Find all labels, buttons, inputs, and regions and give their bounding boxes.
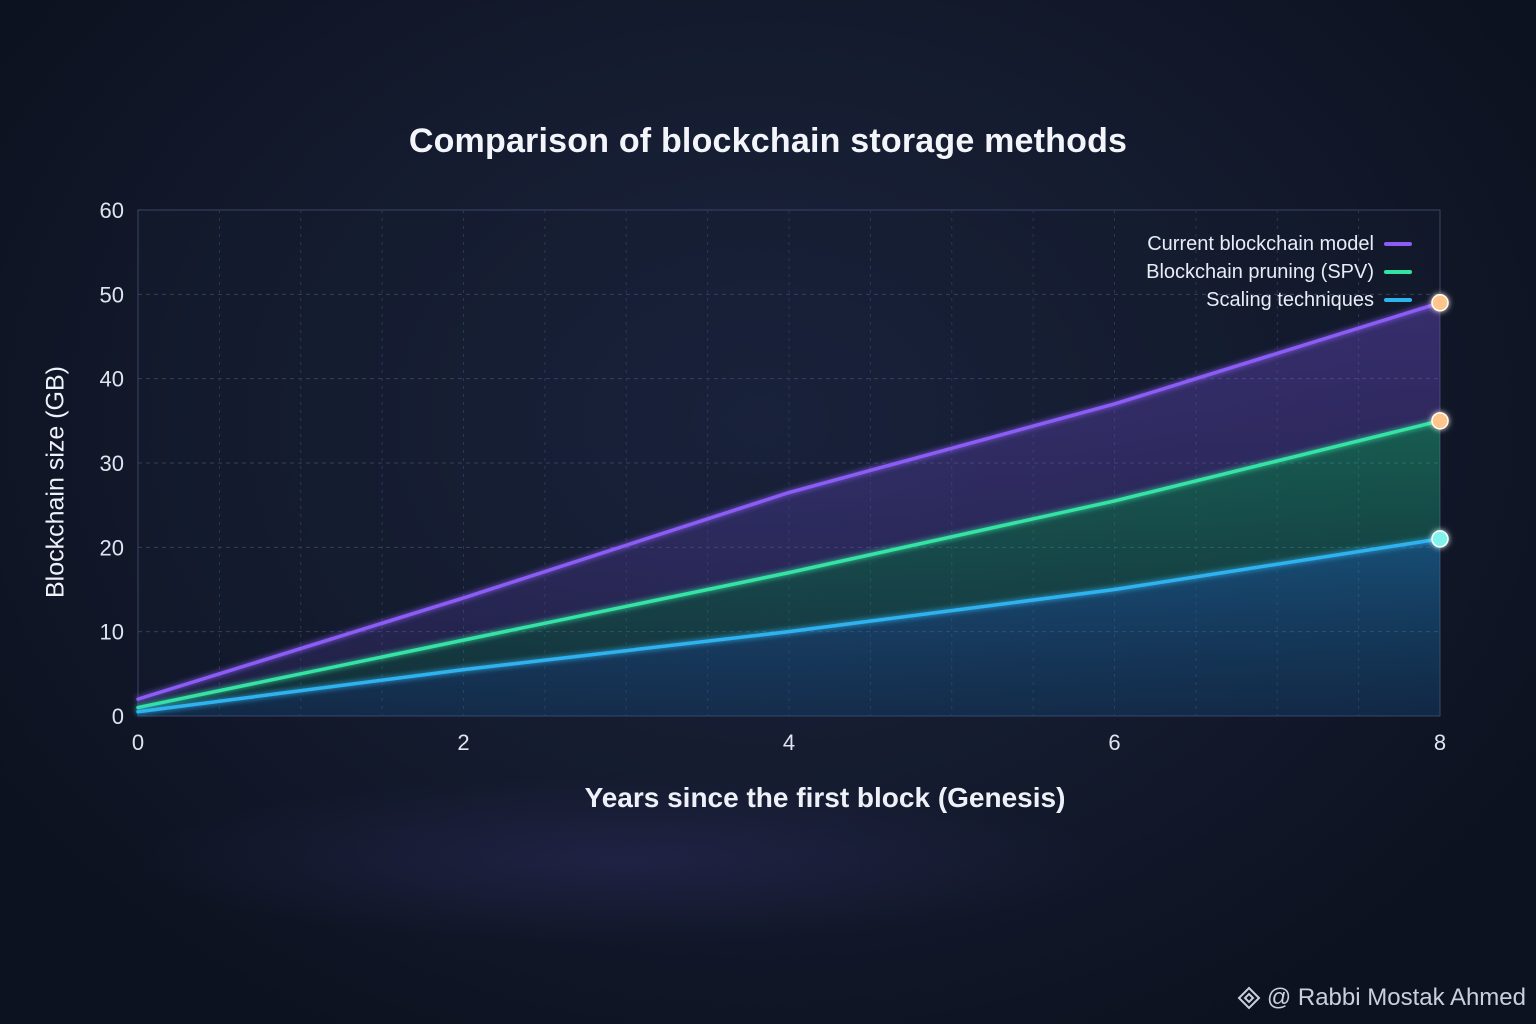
series-line-1 xyxy=(136,301,1442,701)
legend-item-scaling: Scaling techniques xyxy=(1146,286,1412,314)
axis-ticks: 0 10 20 30 40 50 60 0 2 4 6 8 xyxy=(100,198,1447,755)
legend-swatch xyxy=(1384,242,1412,246)
x-tick-label: 2 xyxy=(457,730,469,755)
legend-swatch xyxy=(1384,270,1412,274)
y-tick-label: 30 xyxy=(100,451,124,476)
x-tick-label: 0 xyxy=(132,730,144,755)
legend-label: Blockchain pruning (SPV) xyxy=(1146,260,1374,283)
series-line-3 xyxy=(136,537,1442,714)
y-tick-label: 10 xyxy=(100,620,124,645)
x-tick-label: 8 xyxy=(1434,730,1446,755)
watermark-text: @ Rabbi Mostak Ahmed xyxy=(1266,984,1526,1011)
y-axis-label: Blockchain size (GB) xyxy=(41,365,70,599)
y-tick-label: 0 xyxy=(112,704,124,729)
watermark: @ Rabbi Mostak Ahmed xyxy=(1237,984,1526,1012)
x-tick-label: 4 xyxy=(783,730,795,755)
y-tick-label: 20 xyxy=(100,535,124,560)
x-axis-label: Years since the first block (Genesis) xyxy=(584,782,1066,813)
legend-label: Current blockchain model xyxy=(1147,232,1374,255)
area-fill-3 xyxy=(138,538,1440,716)
legend-item-current: Current blockchain model xyxy=(1146,230,1412,258)
y-tick-label: 50 xyxy=(100,282,124,307)
legend-swatch xyxy=(1384,298,1412,302)
legend: Current blockchain model Blockchain prun… xyxy=(1146,230,1412,314)
legend-item-pruning: Blockchain pruning (SPV) xyxy=(1146,258,1412,286)
chart-title: Comparison of blockchain storage methods xyxy=(408,122,1128,160)
end-marker-2 xyxy=(1431,412,1449,430)
x-tick-label: 6 xyxy=(1108,730,1120,755)
y-tick-label: 40 xyxy=(100,367,124,392)
end-marker-1 xyxy=(1431,294,1449,312)
legend-label: Scaling techniques xyxy=(1206,288,1374,311)
series-line-2 xyxy=(136,419,1442,710)
diamond-logo-icon xyxy=(1237,986,1261,1010)
end-markers xyxy=(1431,294,1449,548)
end-marker-3 xyxy=(1431,530,1449,548)
series-lines xyxy=(136,301,1442,714)
y-tick-label: 60 xyxy=(100,198,124,223)
area-fill-2 xyxy=(138,420,1440,712)
